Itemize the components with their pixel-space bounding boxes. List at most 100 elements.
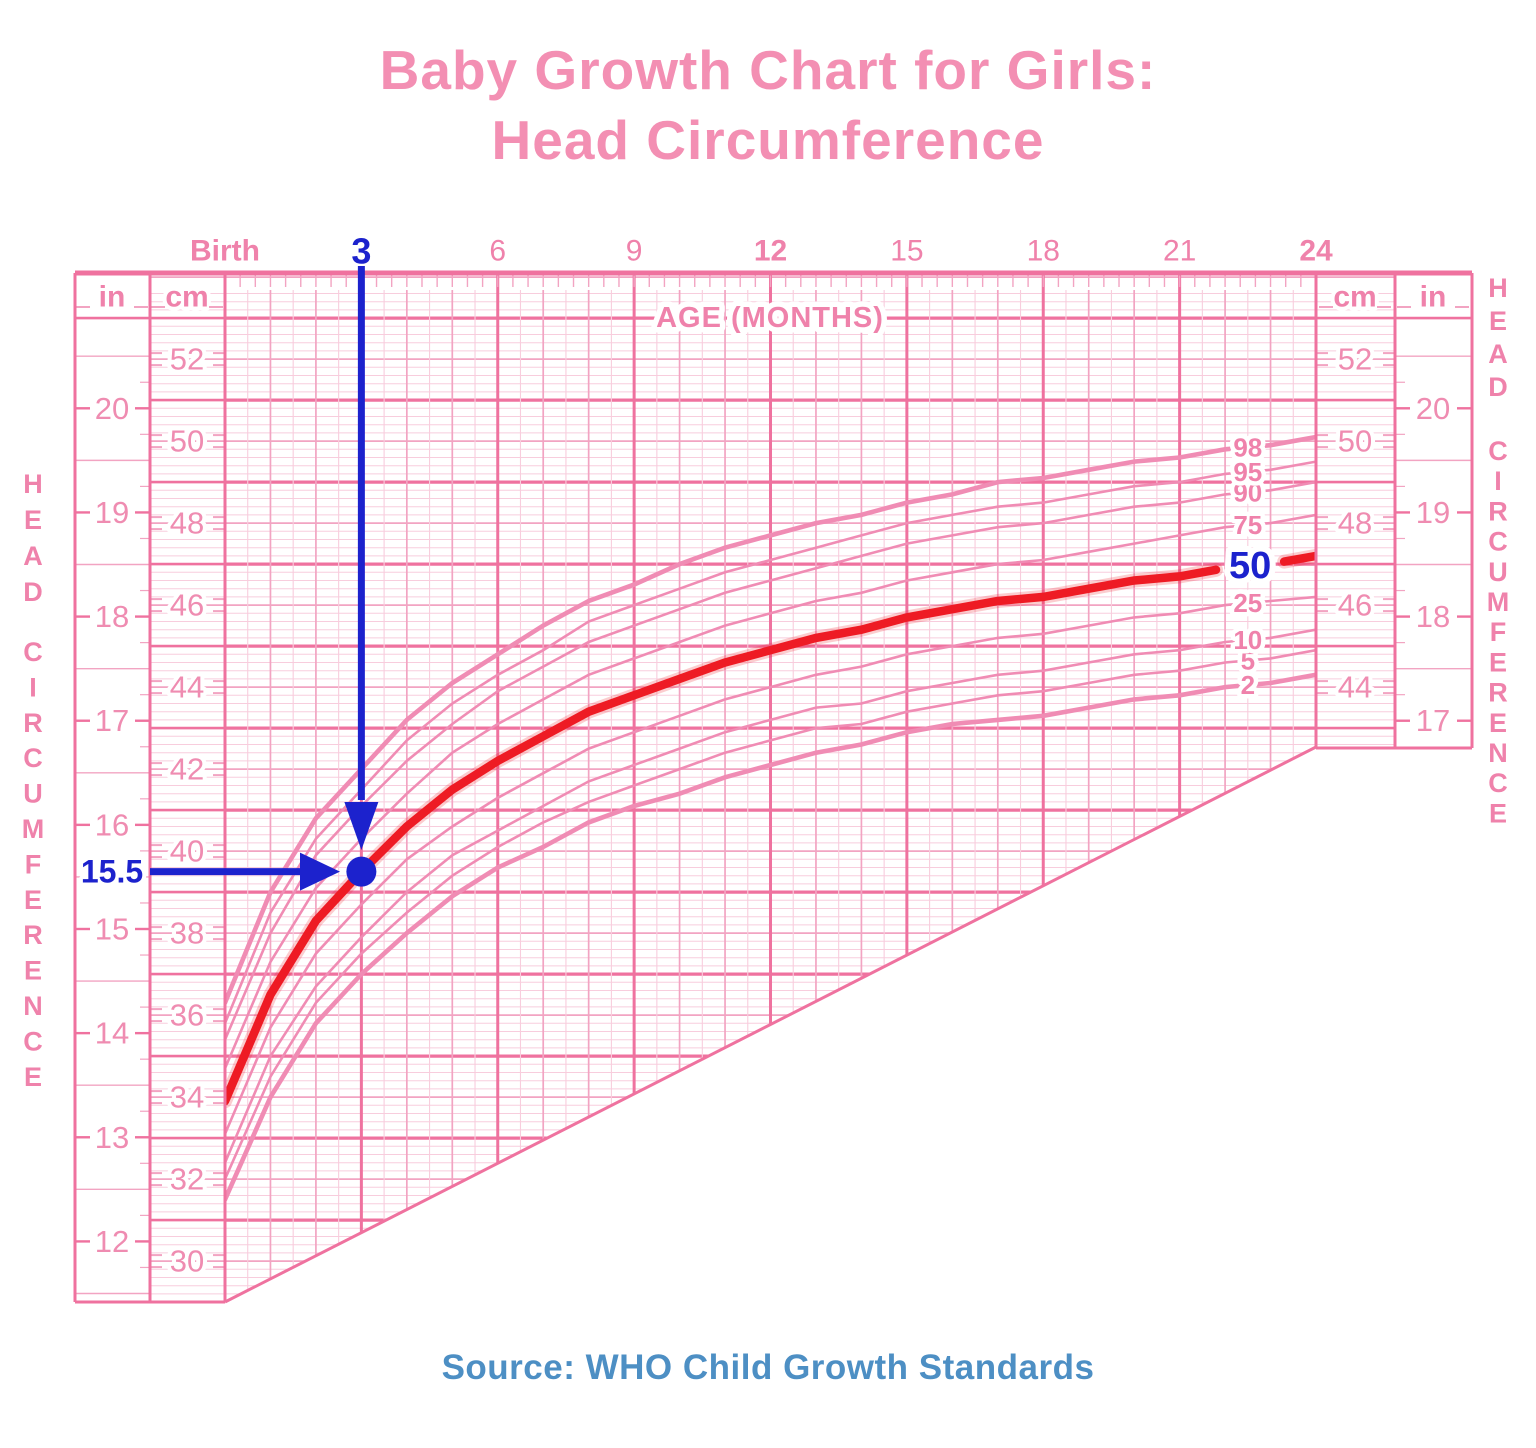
cm-tick-40: 40 bbox=[170, 834, 204, 869]
x-tick-6: 6 bbox=[489, 235, 506, 268]
in-tick-19: 19 bbox=[95, 495, 129, 530]
cm-tick-50: 50 bbox=[170, 424, 204, 459]
title-line-2: Head Circumference bbox=[491, 108, 1045, 171]
percentile-curve-10 bbox=[225, 628, 1316, 1164]
x-tick-15: 15 bbox=[890, 235, 923, 268]
highlight-curve-50 bbox=[225, 548, 1316, 1109]
unit-header-in-right: in bbox=[1420, 281, 1447, 314]
svg-text:U: U bbox=[23, 779, 43, 809]
svg-text:E: E bbox=[24, 505, 42, 535]
svg-text:R: R bbox=[1488, 678, 1508, 708]
x-tick-9: 9 bbox=[626, 235, 643, 268]
svg-text:E: E bbox=[1489, 306, 1507, 336]
svg-text:C: C bbox=[1488, 436, 1508, 466]
in-tick-17: 17 bbox=[1416, 703, 1450, 738]
svg-text:A: A bbox=[23, 541, 43, 571]
svg-text:I: I bbox=[1494, 466, 1502, 496]
percentile-label-95: 95 bbox=[1233, 457, 1262, 487]
cm-tick-48: 48 bbox=[170, 506, 204, 541]
cm-tick-52: 52 bbox=[1338, 342, 1372, 377]
svg-text:I: I bbox=[29, 672, 37, 702]
x-tick-24: 24 bbox=[1299, 235, 1333, 268]
svg-text:C: C bbox=[1488, 768, 1508, 798]
svg-text:R: R bbox=[23, 920, 43, 950]
cm-tick-32: 32 bbox=[170, 1162, 204, 1197]
cm-tick-36: 36 bbox=[170, 998, 204, 1033]
annotation: 15.5 bbox=[77, 266, 379, 894]
svg-text:M: M bbox=[22, 814, 45, 844]
cm-tick-42: 42 bbox=[170, 752, 204, 787]
percentile-label-98: 98 bbox=[1233, 432, 1262, 462]
percentile-curve-75 bbox=[225, 513, 1316, 1070]
svg-text:R: R bbox=[1488, 496, 1508, 526]
svg-text:D: D bbox=[1488, 372, 1508, 402]
cm-tick-46: 46 bbox=[170, 588, 204, 623]
svg-text:F: F bbox=[25, 849, 42, 879]
svg-text:C: C bbox=[1488, 527, 1508, 557]
percentile-label-75: 75 bbox=[1233, 510, 1262, 540]
in-tick-18: 18 bbox=[1416, 599, 1450, 634]
title-line-1: Baby Growth Chart for Girls: bbox=[379, 39, 1157, 101]
cm-tick-48: 48 bbox=[1338, 506, 1372, 541]
grid bbox=[225, 273, 1316, 1302]
svg-text:C: C bbox=[23, 1026, 43, 1056]
percentile-label-10: 10 bbox=[1233, 625, 1262, 655]
unit-header-cm-right: cm bbox=[1333, 281, 1376, 314]
percentile-curve-95 bbox=[225, 460, 1316, 1025]
in-tick-20: 20 bbox=[1416, 391, 1450, 426]
percentile-curve-2 bbox=[225, 672, 1316, 1202]
cm-tick-50: 50 bbox=[1338, 424, 1372, 459]
cm-tick-30: 30 bbox=[170, 1244, 204, 1279]
percentile-label-25: 25 bbox=[1233, 588, 1262, 618]
source-caption: Source: WHO Child Growth Standards bbox=[441, 1348, 1095, 1387]
svg-text:E: E bbox=[1489, 708, 1507, 738]
in-tick-13: 13 bbox=[95, 1120, 129, 1155]
x-axis-labels: Birth 3 6 9 12 15 18 21 24 AGE (MONTHS) bbox=[190, 231, 1333, 340]
percentile-label-2: 2 bbox=[1241, 670, 1255, 700]
arrow-down-icon bbox=[344, 802, 379, 850]
cm-tick-52: 52 bbox=[170, 342, 204, 377]
svg-text:E: E bbox=[1489, 647, 1507, 677]
cm-tick-34: 34 bbox=[170, 1080, 204, 1115]
svg-text:R: R bbox=[23, 708, 43, 738]
in-tick-17: 17 bbox=[95, 703, 129, 738]
percentile-label-90: 90 bbox=[1233, 477, 1262, 507]
frame-borders bbox=[73, 270, 1474, 1304]
svg-text:C: C bbox=[23, 637, 43, 667]
cm-tick-46: 46 bbox=[1338, 588, 1372, 623]
in-tick-15: 15 bbox=[95, 912, 129, 947]
highlight-label-50: 50 bbox=[1229, 545, 1271, 587]
percentile-curve-25 bbox=[225, 595, 1316, 1136]
percentile-curve-90 bbox=[225, 480, 1316, 1041]
cm-tick-38: 38 bbox=[170, 916, 204, 951]
in-tick-12: 12 bbox=[95, 1224, 129, 1259]
svg-text:E: E bbox=[24, 956, 42, 986]
svg-text:N: N bbox=[23, 991, 43, 1021]
svg-text:E: E bbox=[24, 885, 42, 915]
in-tick-18: 18 bbox=[95, 599, 129, 634]
svg-text:F: F bbox=[1490, 617, 1507, 647]
unit-header-cm-left: cm bbox=[165, 281, 208, 314]
svg-text:A: A bbox=[1488, 339, 1508, 369]
svg-text:C: C bbox=[23, 743, 43, 773]
x-tick-12: 12 bbox=[754, 235, 787, 268]
svg-text:D: D bbox=[23, 577, 43, 607]
cm-tick-44: 44 bbox=[1338, 670, 1372, 705]
diagonal-boundary bbox=[224, 745, 1317, 1304]
x-tick-Birth: Birth bbox=[190, 235, 260, 268]
svg-text:M: M bbox=[1487, 587, 1510, 617]
percentile-label-5: 5 bbox=[1241, 645, 1255, 675]
svg-text:E: E bbox=[24, 1062, 42, 1092]
x-axis-title: AGE (MONTHS) bbox=[656, 302, 884, 334]
percentile-curves bbox=[225, 434, 1316, 1202]
in-tick-14: 14 bbox=[95, 1016, 129, 1051]
cm-tick-44: 44 bbox=[170, 670, 204, 705]
annotation-value-label: 15.5 bbox=[81, 854, 143, 890]
svg-text:N: N bbox=[1488, 738, 1508, 768]
x-tick-3: 3 bbox=[351, 231, 371, 272]
svg-text:U: U bbox=[1488, 557, 1508, 587]
